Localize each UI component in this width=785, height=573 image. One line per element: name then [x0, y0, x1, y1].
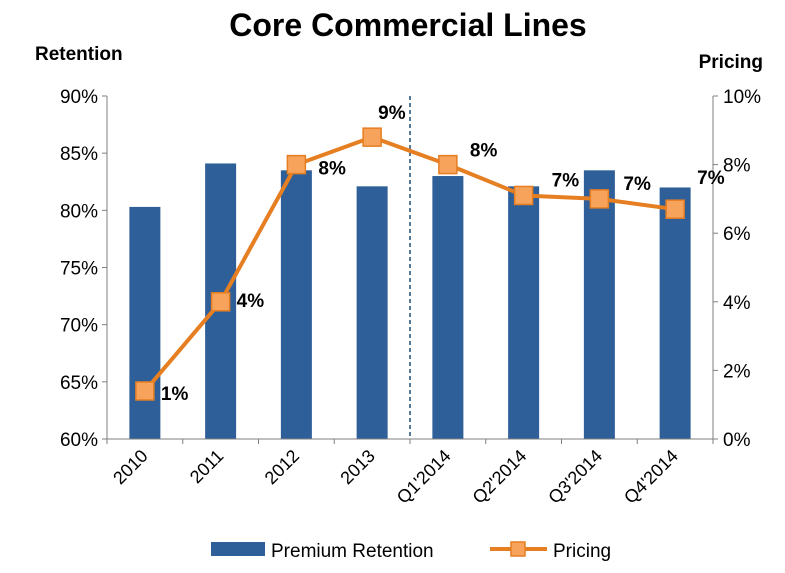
bar-2013 [356, 186, 388, 439]
legend: Premium Retention Pricing [211, 541, 611, 562]
pricing-marker-Q4'2014 [665, 199, 685, 219]
pricing-marker-Q3'2014 [589, 189, 610, 209]
y-tick-label: 90% [60, 87, 98, 108]
y-tick-label: 60% [60, 430, 98, 451]
pricing-data-label: 7% [697, 168, 725, 189]
y2-tick-label: 2% [723, 361, 751, 382]
legend-label-pricing: Pricing [553, 541, 611, 562]
x-tick-label: 2012 [261, 446, 303, 488]
y-tick-label: 80% [60, 201, 98, 222]
y2-tick-label: 8% [723, 156, 751, 177]
pricing-data-label: 7% [623, 174, 651, 195]
pricing-marker-2013 [362, 127, 382, 147]
y2-tick-label: 0% [723, 430, 751, 451]
x-tick-label: Q2'2014 [469, 446, 531, 508]
x-tick-label: 2013 [336, 446, 378, 488]
pricing-data-label: 7% [552, 170, 580, 191]
pricing-marker-2011 [210, 292, 231, 312]
pricing-marker-Q1'2014 [438, 154, 458, 175]
y2-tick-label: 4% [723, 293, 751, 314]
pricing-data-label: 8% [470, 141, 498, 162]
pricing-marker-2010 [135, 381, 155, 401]
bar-2012 [280, 170, 312, 440]
bar-Q4'2014 [659, 187, 691, 439]
chart-title: Core Commercial Lines [229, 7, 586, 43]
x-tick-label: 2011 [186, 446, 228, 488]
legend-swatch-premium-retention [211, 542, 265, 556]
pricing-line [143, 135, 676, 393]
pricing-marker-2012 [286, 154, 307, 175]
bar-Q3'2014 [583, 170, 615, 440]
pricing-data-label: 8% [318, 159, 346, 180]
x-tick-label: 2010 [109, 446, 151, 488]
legend-label-premium-retention: Premium Retention [271, 541, 434, 562]
bar-Q2'2014 [508, 186, 540, 439]
y2-tick-label: 6% [723, 224, 751, 245]
pricing-marker-Q2'2014 [513, 185, 534, 206]
legend-marker-pricing [510, 541, 526, 557]
plot-area: 60% 65% 70% 75% 80% 85% 90% 0% 2% 4% 6% 8% 10% 2010 20… [60, 87, 761, 508]
x-tick-label: Q3'2014 [544, 446, 606, 508]
y-tick-label: 85% [60, 144, 98, 165]
y-tick-label: 75% [60, 259, 98, 280]
y-axis-title: Retention [35, 44, 123, 65]
x-tick-label: Q4'2014 [620, 446, 682, 508]
x-tick-label: Q1'2014 [393, 446, 455, 508]
bar-2010 [129, 206, 161, 439]
y2-tick-label: 10% [723, 87, 761, 108]
y-tick-label: 70% [60, 316, 98, 337]
pricing-data-label: 4% [237, 291, 265, 312]
y-tick-label: 65% [60, 373, 98, 394]
y2-axis-title: Pricing [699, 52, 763, 73]
pricing-data-label: 1% [161, 384, 189, 405]
pricing-data-label: 9% [378, 103, 406, 124]
bar-Q1'2014 [432, 176, 464, 440]
